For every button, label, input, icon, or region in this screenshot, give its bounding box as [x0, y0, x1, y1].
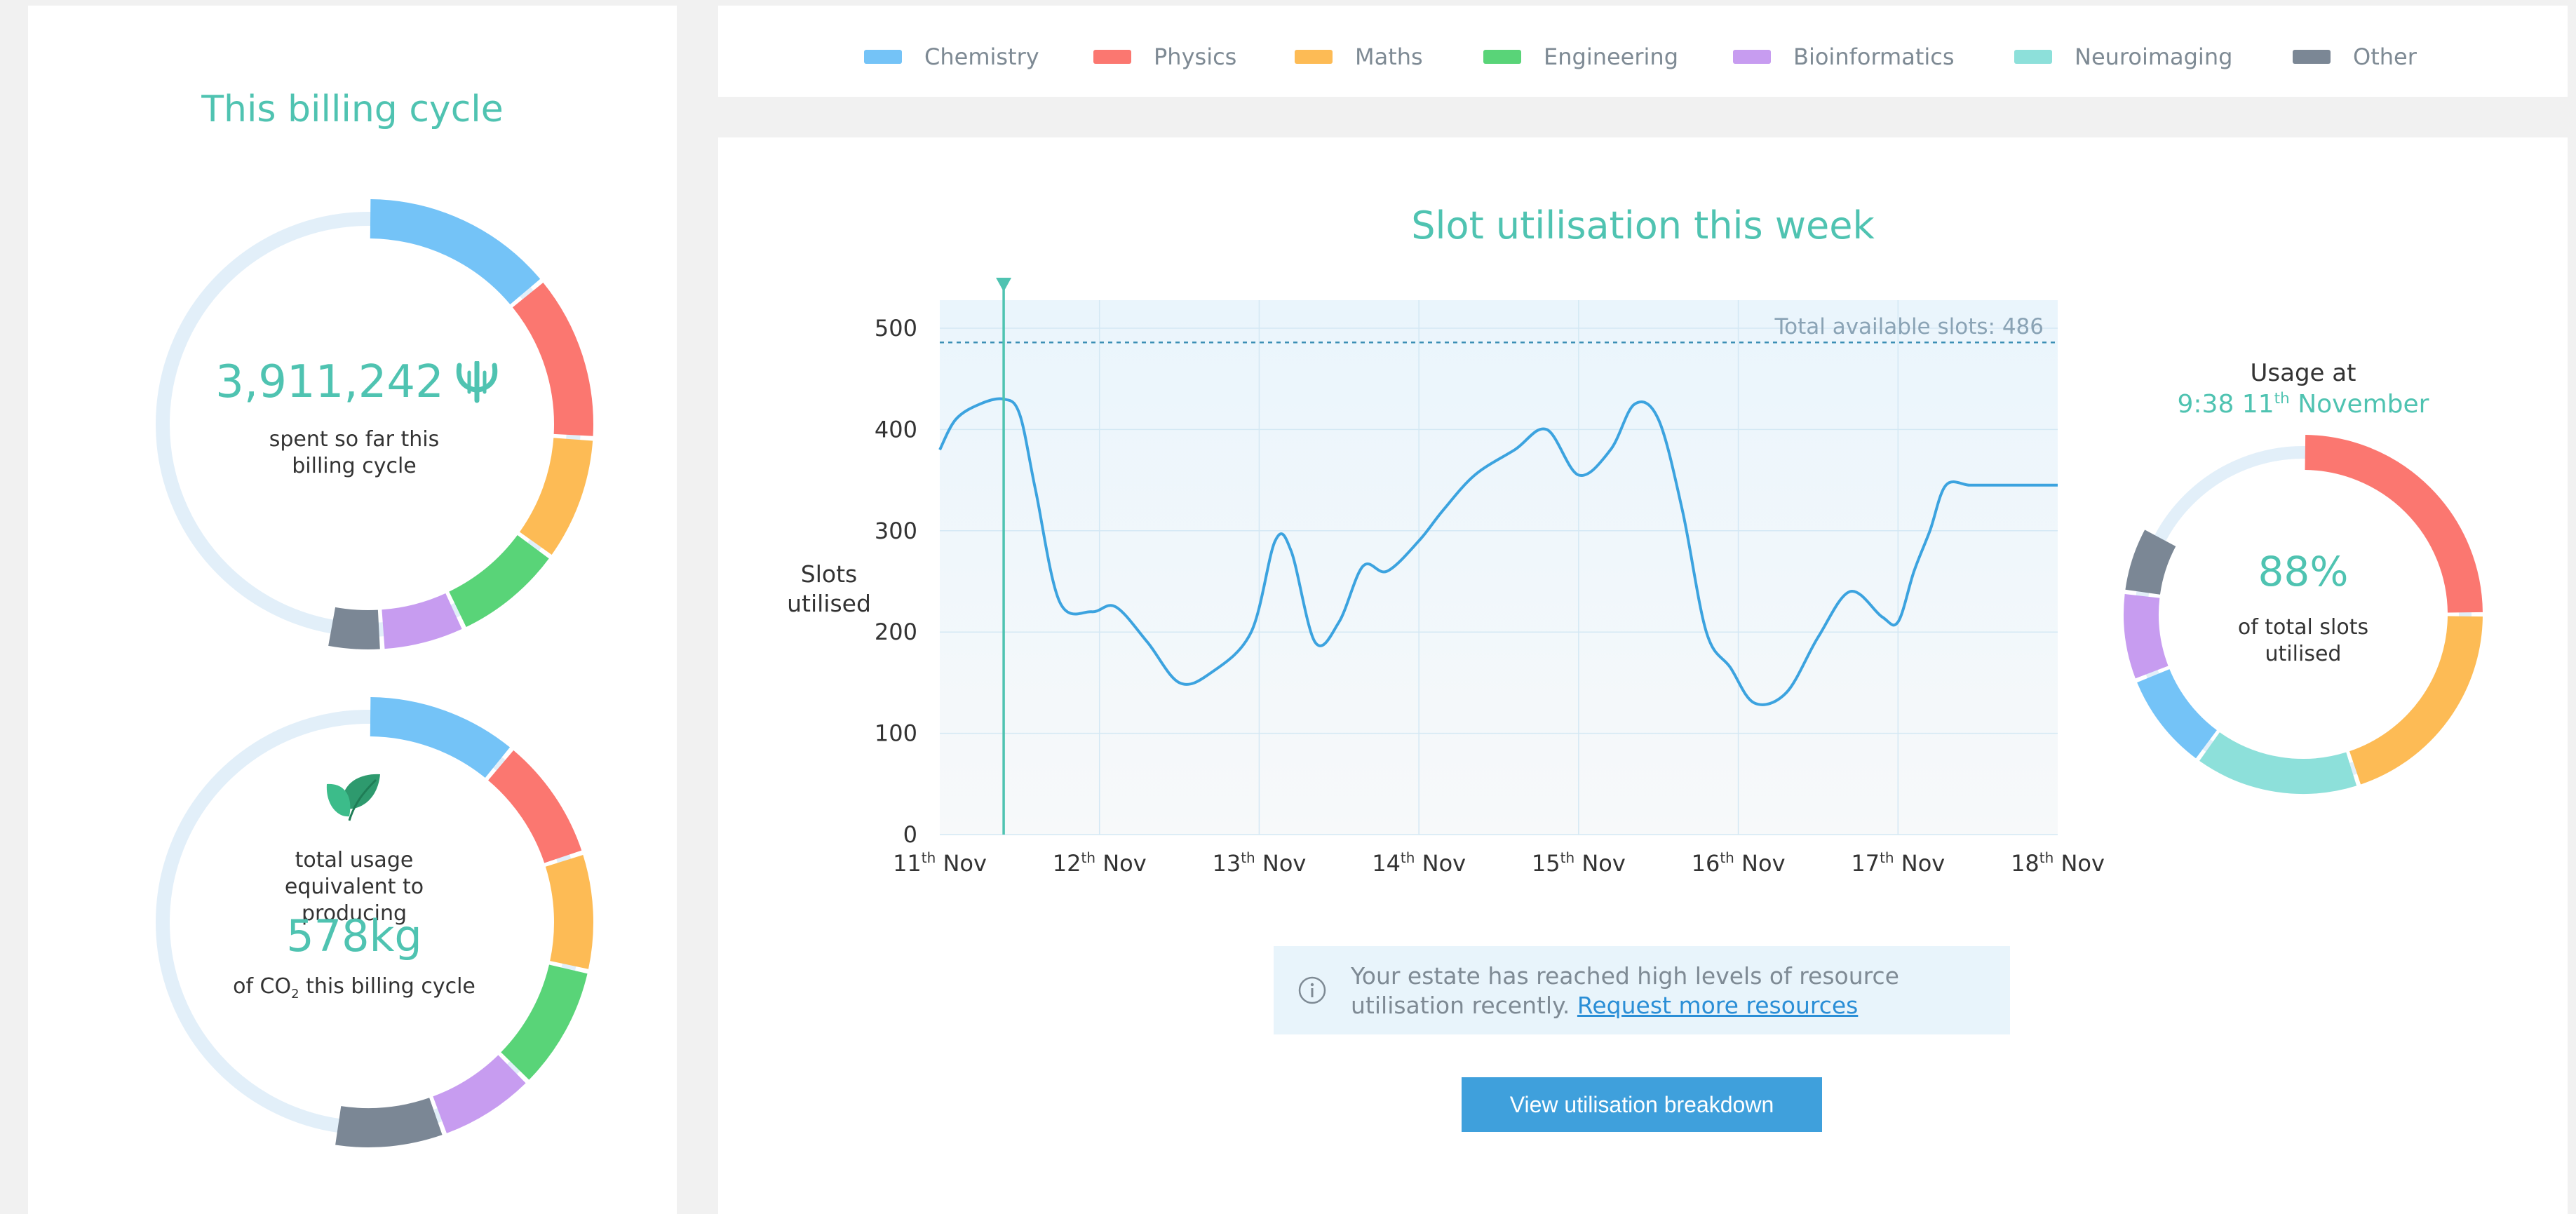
co2-donut-chart — [156, 697, 593, 1147]
co2-subscript: 2 — [291, 987, 299, 1001]
co2-caption-post: this billing cycle — [299, 974, 476, 999]
legend-item-physics[interactable]: Physics — [1093, 39, 1236, 74]
time-marker-handle[interactable] — [996, 278, 1012, 292]
spend-donut-segment-chemistry — [370, 199, 541, 305]
spend-donut-segment-physics — [512, 282, 593, 436]
co2-donut-segment-engineering — [501, 964, 588, 1080]
x-tick-label: 15th Nov — [1532, 849, 1626, 877]
legend-item-chemistry[interactable]: Chemistry — [864, 39, 1039, 74]
usage-donut-segment-neuroimaging — [2199, 731, 2357, 794]
legend-item-other[interactable]: Other — [2293, 39, 2417, 74]
y-tick-label: 200 — [875, 619, 917, 645]
legend-label: Other — [2353, 43, 2417, 70]
x-tick-label: 17th Nov — [1851, 849, 1945, 877]
x-tick-label: 13th Nov — [1212, 849, 1306, 877]
billing-cycle-title: This billing cycle — [201, 88, 504, 130]
psi-icon — [456, 361, 498, 403]
co2-caption-pre: of CO — [233, 974, 292, 999]
legend-swatch — [1733, 50, 1771, 64]
info-icon — [1298, 976, 1326, 1004]
co2-donut-segment-chemistry — [370, 697, 511, 778]
usage-donut-segment-chemistry — [2137, 668, 2218, 759]
legend-label: Bioinformatics — [1793, 43, 1955, 70]
legend-item-bioinformatics[interactable]: Bioinformatics — [1733, 39, 1955, 74]
slot-utilisation-panel: Slot utilisation this week 0 100 200 300 400… — [718, 137, 2568, 1214]
co2-donut-segment-other — [335, 1098, 443, 1147]
legend-item-neuroimaging[interactable]: Neuroimaging — [2014, 39, 2232, 74]
legend-swatch — [2293, 50, 2331, 64]
info-text: Your estate has reached high levels of r… — [1351, 962, 1982, 1020]
legend: Chemistry Physics Maths Engineering Bioinfor… — [718, 6, 2568, 97]
legend-swatch — [864, 50, 902, 64]
usage-time-pre: 9:38 11 — [2177, 390, 2274, 419]
usage-donut-chart — [2124, 435, 2483, 794]
y-axis-label: Slots utilised — [787, 560, 871, 617]
y-tick-label: 500 — [875, 315, 917, 342]
y-tick-label: 300 — [875, 518, 917, 544]
co2-intro: total usage equivalent to producing — [284, 848, 424, 926]
y-tick-label: 0 — [903, 821, 917, 848]
legend-label: Physics — [1154, 43, 1237, 70]
usage-donut-segment-other — [2125, 530, 2176, 595]
spend-donut-chart — [156, 199, 593, 649]
co2-caption: of CO2 this billing cycle — [203, 973, 505, 1001]
info-banner: Your estate has reached high levels of r… — [1274, 946, 2010, 1034]
x-tick-label: 18th Nov — [2011, 849, 2105, 877]
legend-item-maths[interactable]: Maths — [1295, 39, 1423, 74]
usage-time-sup: th — [2274, 390, 2290, 407]
usage-time-post: November — [2289, 390, 2429, 419]
usage-donut-segment-physics — [2305, 435, 2483, 613]
legend-label: Neuroimaging — [2075, 43, 2233, 70]
usage-donut-segment-maths — [2349, 616, 2483, 785]
series-line-0 — [938, 397, 2058, 706]
co2-value: 578kg — [286, 910, 422, 962]
legend-swatch — [1093, 50, 1131, 64]
usage-time: 9:38 11th November — [2142, 390, 2464, 419]
x-tick-label: 16th Nov — [1692, 849, 1786, 877]
legend-label: Chemistry — [924, 43, 1039, 70]
legend-item-engineering[interactable]: Engineering — [1483, 39, 1678, 74]
x-tick-label: 14th Nov — [1372, 849, 1466, 877]
view-utilisation-breakdown-button[interactable]: View utilisation breakdown — [1462, 1077, 1822, 1132]
legend-label: Maths — [1355, 43, 1423, 70]
co2-donut-segment-maths — [545, 855, 593, 969]
x-tick-label: 11th Nov — [893, 849, 987, 877]
spend-caption: spent so far this billing cycle — [269, 427, 440, 478]
chart-title: Slot utilisation this week — [1411, 203, 1875, 248]
usage-percent-caption: of total slots utilised — [2237, 615, 2369, 666]
legend-swatch — [1483, 50, 1521, 64]
slot-utilisation-line-chart: 0 100 200 300 400 500 11th Nov 12th Nov 13th Nov… — [787, 278, 2105, 877]
y-tick-label: 400 — [875, 416, 917, 443]
spend-donut-segment-bioinformatics — [381, 593, 462, 649]
co2-donut-segment-bioinformatics — [432, 1054, 526, 1133]
spend-donut-segment-other — [328, 607, 380, 649]
legend-swatch — [1295, 50, 1333, 64]
leaf-icon — [326, 774, 380, 821]
info-message: Your estate has reached high levels of r… — [1351, 962, 1899, 1019]
x-tick-label: 12th Nov — [1053, 849, 1147, 877]
plot-area — [940, 300, 2058, 835]
spend-total: 3,911,242 — [210, 356, 505, 408]
spend-donut-segment-maths — [519, 437, 593, 555]
legend-label: Engineering — [1544, 43, 1678, 70]
request-more-resources-link[interactable]: Request more resources — [1577, 992, 1859, 1019]
legend-panel: Chemistry Physics Maths Engineering Bioinfor… — [718, 6, 2568, 97]
spend-donut-segment-engineering — [448, 534, 549, 627]
usage-percent: 88% — [2258, 548, 2349, 595]
legend-swatch — [2014, 50, 2052, 64]
y-tick-label: 100 — [875, 720, 917, 747]
usage-donut-segment-bioinformatics — [2124, 594, 2169, 679]
spend-value: 3,911,242 — [215, 356, 444, 408]
usage-at-label: Usage at — [2250, 359, 2356, 387]
threshold-label: Total available slots: 486 — [1774, 314, 2044, 339]
billing-cycle-panel: This billing cycle 3,911,242 spent so fa… — [28, 6, 677, 1214]
co2-donut-segment-physics — [487, 750, 582, 863]
